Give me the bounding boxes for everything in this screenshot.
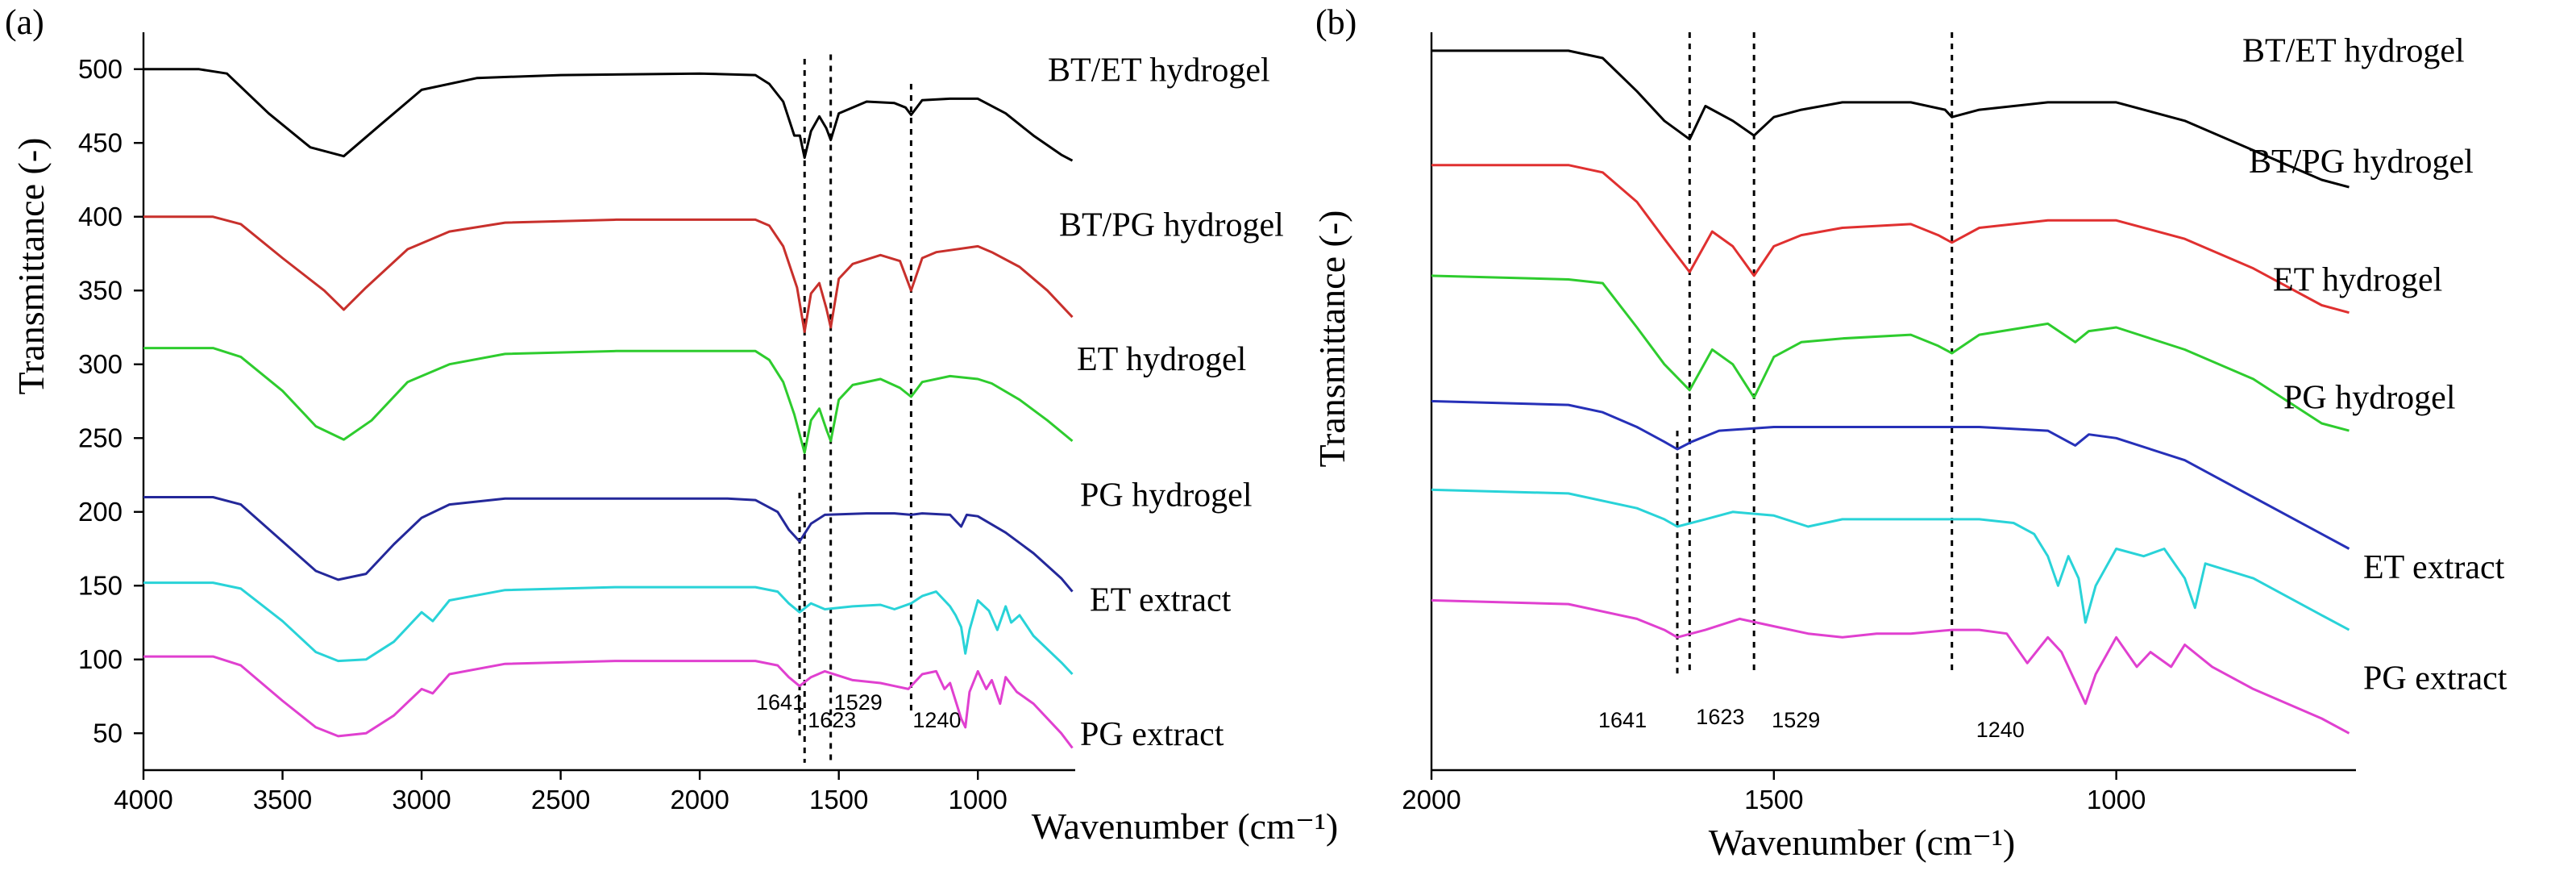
x-tick-label: 2000 <box>1402 785 1460 814</box>
y-tick-label: 200 <box>78 497 123 527</box>
panel-b-peak-markers: 1641 1623 1529 1240 <box>1598 32 2025 742</box>
series-label: PG hydrogel <box>1080 477 1253 514</box>
series-label: BT/PG hydrogel <box>1059 207 1284 244</box>
x-tick-label: 1000 <box>2087 785 2146 814</box>
y-tick-label: 250 <box>78 423 123 452</box>
x-tick-label: 3500 <box>253 785 312 814</box>
panel-b-y-axis-title: Transmittance (-) <box>1311 210 1352 468</box>
panel-a-chart: (a) Transmittance (-) Wavenumber (cm⁻¹) … <box>5 2 1338 847</box>
series-line-pg-hydrogel <box>1431 400 2350 550</box>
x-tick-label: 2000 <box>670 785 729 814</box>
panel-a-series-labels: BT/ET hydrogel BT/PG hydrogel ET hydrogel P… <box>1048 52 1284 753</box>
panel-b-series <box>1431 49 2350 735</box>
x-tick-label: 3000 <box>392 785 451 814</box>
y-tick-label: 400 <box>78 202 123 231</box>
series-line-et-hydrogel <box>143 347 1074 454</box>
series-line-pg-extract <box>1431 599 2350 735</box>
peak-label-1641: 1641 <box>1598 708 1647 732</box>
series-line-bt-et-hydrogel <box>1431 49 2350 189</box>
series-line-pg-extract <box>143 655 1074 749</box>
peak-label-1240: 1240 <box>1976 718 2025 742</box>
series-label: BT/ET hydrogel <box>1048 52 1270 89</box>
series-line-bt-et-hydrogel <box>143 68 1074 162</box>
series-line-et-extract <box>143 581 1074 676</box>
series-label: ET hydrogel <box>1077 341 1246 378</box>
panel-a-x-axis-title: Wavenumber (cm⁻¹) <box>1032 806 1339 847</box>
peak-label-1240: 1240 <box>912 708 961 732</box>
panel-b-x-axis-title: Wavenumber (cm⁻¹) <box>1709 822 2016 863</box>
y-tick-label: 300 <box>78 349 123 379</box>
peak-label-1623: 1623 <box>1696 705 1744 729</box>
peak-label-1529: 1529 <box>1772 708 1820 732</box>
panel-b-label: (b) <box>1315 2 1357 42</box>
series-label: ET extract <box>1090 581 1232 619</box>
series-label: BT/ET hydrogel <box>2242 33 2465 70</box>
y-tick-label: 100 <box>78 644 123 674</box>
series-label: PG extract <box>2363 660 2507 697</box>
peak-label-1529: 1529 <box>834 690 883 714</box>
panel-a-y-axis-title: Transmittance (-) <box>10 138 52 395</box>
y-tick-label: 450 <box>78 127 123 157</box>
x-tick-label: 1000 <box>949 785 1008 814</box>
series-line-bt-pg-hydrogel <box>1431 164 2350 315</box>
series-label: BT/PG hydrogel <box>2249 144 2474 181</box>
series-line-et-extract <box>1431 488 2350 631</box>
panel-a-label: (a) <box>5 2 44 42</box>
panel-a-axes: 4000 3500 3000 2500 2000 1500 1000 50 100 150 200 2… <box>78 32 1075 814</box>
peak-label-1623: 1623 <box>808 708 856 732</box>
panel-a-series <box>143 68 1074 749</box>
x-tick-label: 1500 <box>1744 785 1803 814</box>
series-label: PG extract <box>1080 716 1224 753</box>
x-tick-label: 1500 <box>809 785 868 814</box>
x-tick-label: 4000 <box>114 785 172 814</box>
series-line-bt-pg-hydrogel <box>143 215 1074 333</box>
series-line-pg-hydrogel <box>143 496 1074 593</box>
series-label: ET hydrogel <box>2273 261 2442 298</box>
series-label: ET extract <box>2363 549 2505 586</box>
series-line-et-hydrogel <box>1431 274 2350 432</box>
y-tick-label: 150 <box>78 570 123 600</box>
peak-label-1641: 1641 <box>756 690 804 714</box>
y-tick-label: 350 <box>78 275 123 305</box>
series-label: PG hydrogel <box>2283 380 2456 417</box>
y-tick-label: 50 <box>93 718 123 748</box>
y-tick-label: 500 <box>78 54 123 84</box>
panel-b-series-labels: BT/ET hydrogel BT/PG hydrogel ET hydrogel P… <box>2242 33 2507 698</box>
x-tick-label: 2500 <box>531 785 590 814</box>
panel-b-axes: 2000 1500 1000 <box>1402 32 2356 814</box>
panel-b-chart: (b) Transmittance (-) Wavenumber (cm⁻¹) … <box>1311 2 2507 863</box>
